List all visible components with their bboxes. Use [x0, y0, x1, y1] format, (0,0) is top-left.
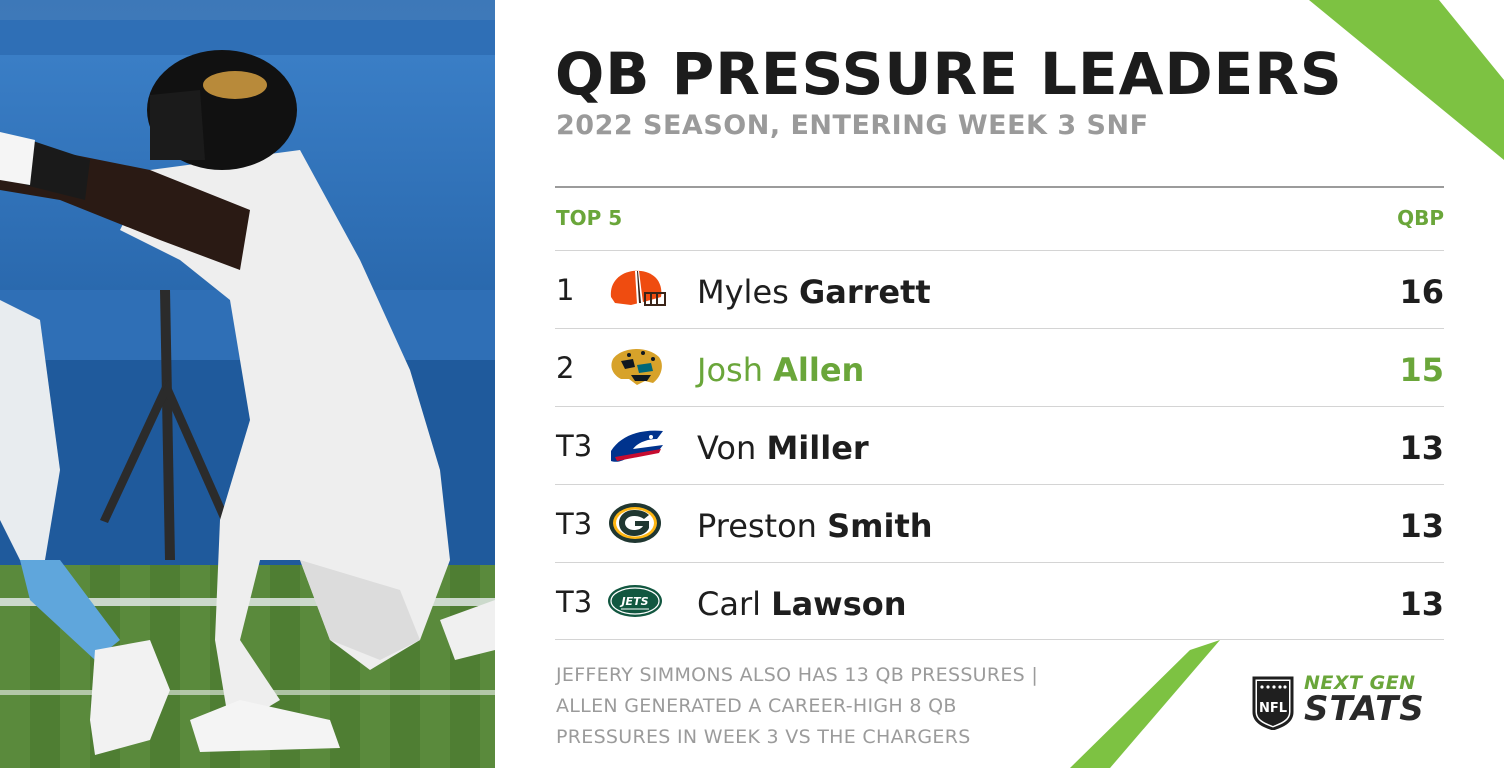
player-photo	[0, 0, 495, 768]
player-name: Josh Allen	[697, 351, 864, 389]
footnote-line: PRESSURES IN WEEK 3 VS THE CHARGERS	[556, 726, 971, 748]
table-row: T3 Preston Smith 13	[555, 484, 1444, 563]
player-last-name: Lawson	[771, 585, 907, 623]
column-header-qbp: QBP	[1397, 206, 1444, 230]
player-name: Myles Garrett	[697, 273, 931, 311]
column-header-rank: TOP 5	[556, 206, 623, 230]
page-subtitle: 2022 SEASON, ENTERING WEEK 3 SNF	[556, 110, 1149, 141]
player-last-name: Smith	[827, 507, 933, 545]
rank: 1	[556, 273, 575, 307]
rank: T3	[556, 585, 593, 619]
browns-helmet-icon	[610, 270, 666, 306]
decorative-slash	[1070, 640, 1220, 768]
player-name: Preston Smith	[697, 507, 933, 545]
table-row: T3 Von Miller 13	[555, 406, 1444, 485]
decorative-slash	[1309, 0, 1504, 160]
player-name: Von Miller	[697, 429, 869, 467]
table-divider	[555, 186, 1444, 188]
player-last-name: Allen	[773, 351, 865, 389]
qbp-value: 13	[1399, 585, 1444, 623]
player-last-name: Garrett	[798, 273, 931, 311]
player-last-name: Miller	[766, 429, 869, 467]
nfl-shield-icon: NFL	[1252, 676, 1294, 730]
next-gen-stats-logo: NEXT GEN STATS	[1304, 672, 1425, 726]
rank: T3	[556, 429, 593, 463]
jets-logo-icon: JETS	[608, 585, 662, 617]
footnote-line: ALLEN GENERATED A CAREER-HIGH 8 QB	[556, 695, 957, 717]
brand-stats: STATS	[1304, 689, 1425, 729]
table-divider	[555, 639, 1444, 640]
player-figure	[0, 50, 495, 755]
jets-logo-text: JETS	[619, 595, 648, 608]
table-row: 2 Josh Allen 15	[555, 328, 1444, 407]
rank: 2	[556, 351, 575, 385]
page-title: QB PRESSURE LEADERS	[555, 40, 1343, 108]
qbp-value: 13	[1399, 507, 1444, 545]
qbp-value: 15	[1399, 351, 1444, 389]
nfl-shield-text: NFL	[1259, 701, 1287, 716]
qbp-value: 16	[1399, 273, 1444, 311]
packers-logo-icon	[609, 503, 661, 543]
footnote: JEFFERY SIMMONS ALSO HAS 13 QB PRESSURES…	[556, 660, 1076, 753]
player-name: Carl Lawson	[697, 585, 907, 623]
jaguars-logo-icon	[611, 348, 662, 385]
table-row: T3 JETS Carl Lawson 13	[555, 562, 1444, 641]
footnote-line: JEFFERY SIMMONS ALSO HAS 13 QB PRESSURES…	[556, 664, 1039, 686]
table-row: 1 Myles Garrett 16	[555, 250, 1444, 329]
rank: T3	[556, 507, 593, 541]
bills-logo-icon	[611, 430, 663, 462]
qbp-value: 13	[1399, 429, 1444, 467]
player-first-name: Preston	[697, 507, 817, 545]
player-first-name: Carl	[697, 585, 761, 623]
player-first-name: Von	[697, 429, 757, 467]
brand-next-gen: NEXT GEN	[1304, 672, 1416, 694]
player-first-name: Josh	[697, 351, 763, 389]
player-first-name: Myles	[697, 273, 789, 311]
